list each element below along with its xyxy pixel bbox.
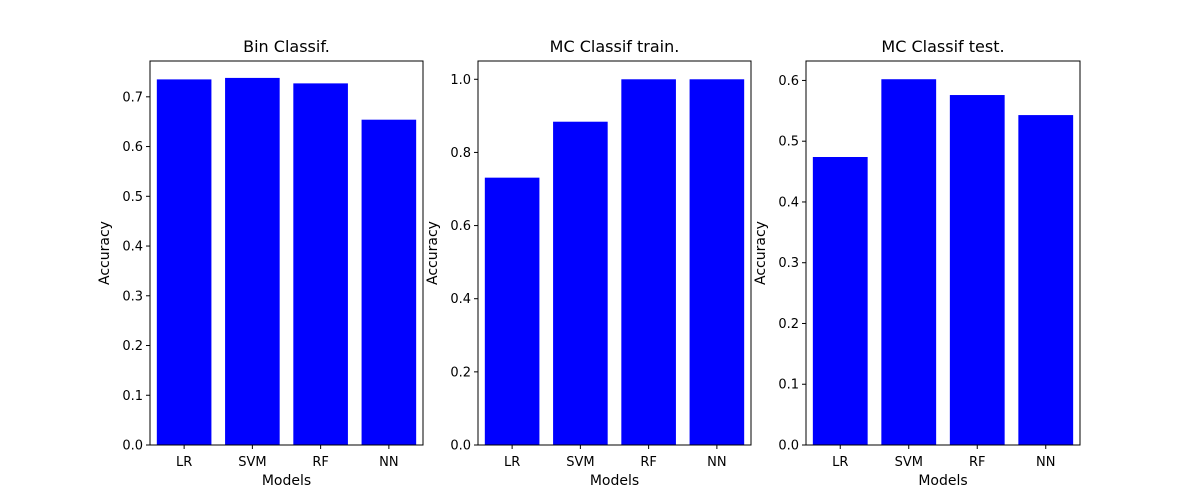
bar-nn	[1018, 115, 1074, 445]
plot-frame	[805, 60, 1081, 446]
x-tick-label: NN	[379, 455, 398, 470]
chart-panel-3: 0.0 0.1 0.2 0.3 0.4 0.5 0.6 LR SVM RF NN MC Classif…	[753, 37, 1081, 489]
y-tick-label: 0.6	[122, 140, 143, 155]
y-tick-label: 0.4	[778, 195, 799, 210]
x-tick-label: LR	[832, 455, 848, 470]
y-tick-label: 0.3	[122, 289, 143, 304]
x-tick-label: RF	[312, 455, 329, 470]
y-tick-label: 0.0	[778, 439, 799, 454]
chart-title: MC Classif test.	[881, 37, 1004, 56]
bar-nn	[689, 79, 745, 445]
x-tick-label: NN	[707, 455, 726, 470]
x-axis-label: Models	[918, 473, 967, 489]
x-tick-label: SVM	[238, 455, 266, 470]
y-tick-label: 0.2	[450, 365, 471, 380]
chart-panel-2: 0.0 0.2 0.4 0.6 0.8 1.0 LR SVM RF NN MC Classif tr…	[425, 37, 752, 489]
y-tick-label: 0.1	[122, 389, 143, 404]
y-tick-label: 0.6	[778, 74, 799, 89]
x-tick-label: SVM	[895, 455, 923, 470]
y-tick-label: 0.8	[450, 146, 471, 161]
y-tick-label: 0.0	[450, 439, 471, 454]
y-tick-label: 0.1	[778, 378, 799, 393]
x-axis-label: Models	[590, 473, 639, 489]
chart-panel-1: 0.0 0.1 0.2 0.3 0.4 0.5 0.6 0.7 LR SVM RF NN Bin Cla…	[97, 37, 424, 489]
y-tick-label: 0.2	[122, 339, 143, 354]
bar-rf	[621, 79, 676, 445]
plot-frame	[477, 60, 752, 446]
y-tick-label: 0.3	[778, 256, 799, 271]
y-tick-label: 0.5	[122, 190, 143, 205]
chart-title: MC Classif train.	[550, 37, 680, 56]
x-tick-label: NN	[1036, 455, 1055, 470]
bar-rf	[293, 83, 348, 445]
bar-nn	[361, 119, 417, 445]
bar-lr	[812, 157, 868, 445]
y-tick-label: 0.4	[122, 240, 143, 255]
y-tick-label: 1.0	[450, 73, 471, 88]
x-tick-label: LR	[176, 455, 192, 470]
plot-frame	[149, 60, 424, 446]
y-tick-label: 0.0	[122, 439, 143, 454]
bar-svm	[553, 121, 608, 446]
y-tick-label: 0.7	[122, 90, 143, 105]
bar-rf	[949, 95, 1005, 445]
y-tick-label: 0.5	[778, 135, 799, 150]
bar-svm	[881, 79, 937, 445]
x-axis-label: Models	[262, 473, 311, 489]
y-tick-label: 0.4	[450, 292, 471, 307]
x-tick-label: RF	[640, 455, 657, 470]
y-tick-label: 0.2	[778, 317, 799, 332]
bar-svm	[225, 77, 280, 445]
y-tick-label: 0.6	[450, 219, 471, 234]
y-axis-label: Accuracy	[753, 221, 769, 285]
chart-title: Bin Classif.	[243, 37, 330, 56]
x-tick-label: RF	[969, 455, 986, 470]
y-axis-label: Accuracy	[425, 221, 441, 285]
x-tick-label: SVM	[566, 455, 594, 470]
bar-lr	[156, 79, 212, 446]
bar-lr	[484, 177, 540, 445]
x-tick-label: LR	[504, 455, 520, 470]
y-axis-label: Accuracy	[97, 221, 113, 285]
